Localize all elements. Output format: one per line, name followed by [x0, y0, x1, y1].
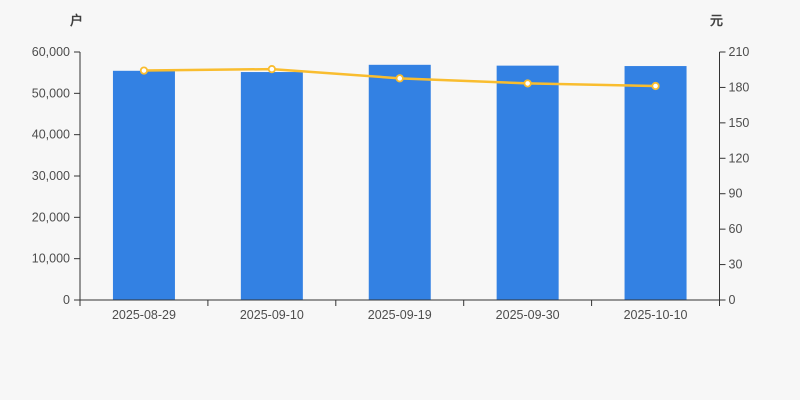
left-axis-tick-label: 10,000 [32, 252, 70, 266]
left-axis-tick-label: 60,000 [32, 45, 70, 59]
x-axis-tick-label: 2025-10-10 [624, 308, 688, 322]
left-axis-title: 户 [70, 13, 84, 28]
left-axis-tick-label: 20,000 [32, 210, 70, 224]
bar[interactable] [368, 64, 431, 301]
left-axis-tick-label: 40,000 [32, 128, 70, 142]
bar[interactable] [496, 65, 559, 300]
right-axis-tick-label: 30 [729, 258, 743, 272]
x-axis-tick-label: 2025-09-19 [368, 308, 432, 322]
bar[interactable] [624, 66, 687, 300]
right-axis-tick-label: 120 [729, 151, 750, 165]
left-axis-tick-label: 0 [63, 293, 70, 307]
x-axis-tick-label: 2025-08-29 [112, 308, 176, 322]
line-point[interactable] [139, 66, 149, 75]
bar[interactable] [240, 72, 303, 301]
left-axis-tick-label: 30,000 [32, 169, 70, 183]
x-axis-tick-label: 2025-09-30 [496, 308, 560, 322]
right-axis-tick-label: 180 [729, 80, 750, 94]
bar[interactable] [112, 70, 175, 300]
line-point[interactable] [651, 81, 660, 91]
left-axis-tick-label: 50,000 [32, 86, 70, 100]
line-point[interactable] [523, 79, 532, 88]
right-axis-tick-label: 60 [729, 222, 743, 236]
line-point[interactable] [395, 74, 404, 83]
right-axis-tick-label: 150 [729, 116, 750, 130]
x-axis-tick-label: 2025-09-10 [240, 308, 304, 322]
right-axis-tick-label: 210 [729, 45, 750, 59]
right-axis-tick-label: 0 [729, 293, 736, 307]
right-axis-title: 元 [710, 13, 724, 28]
line-point[interactable] [267, 65, 276, 74]
right-axis-tick-label: 90 [729, 187, 743, 201]
